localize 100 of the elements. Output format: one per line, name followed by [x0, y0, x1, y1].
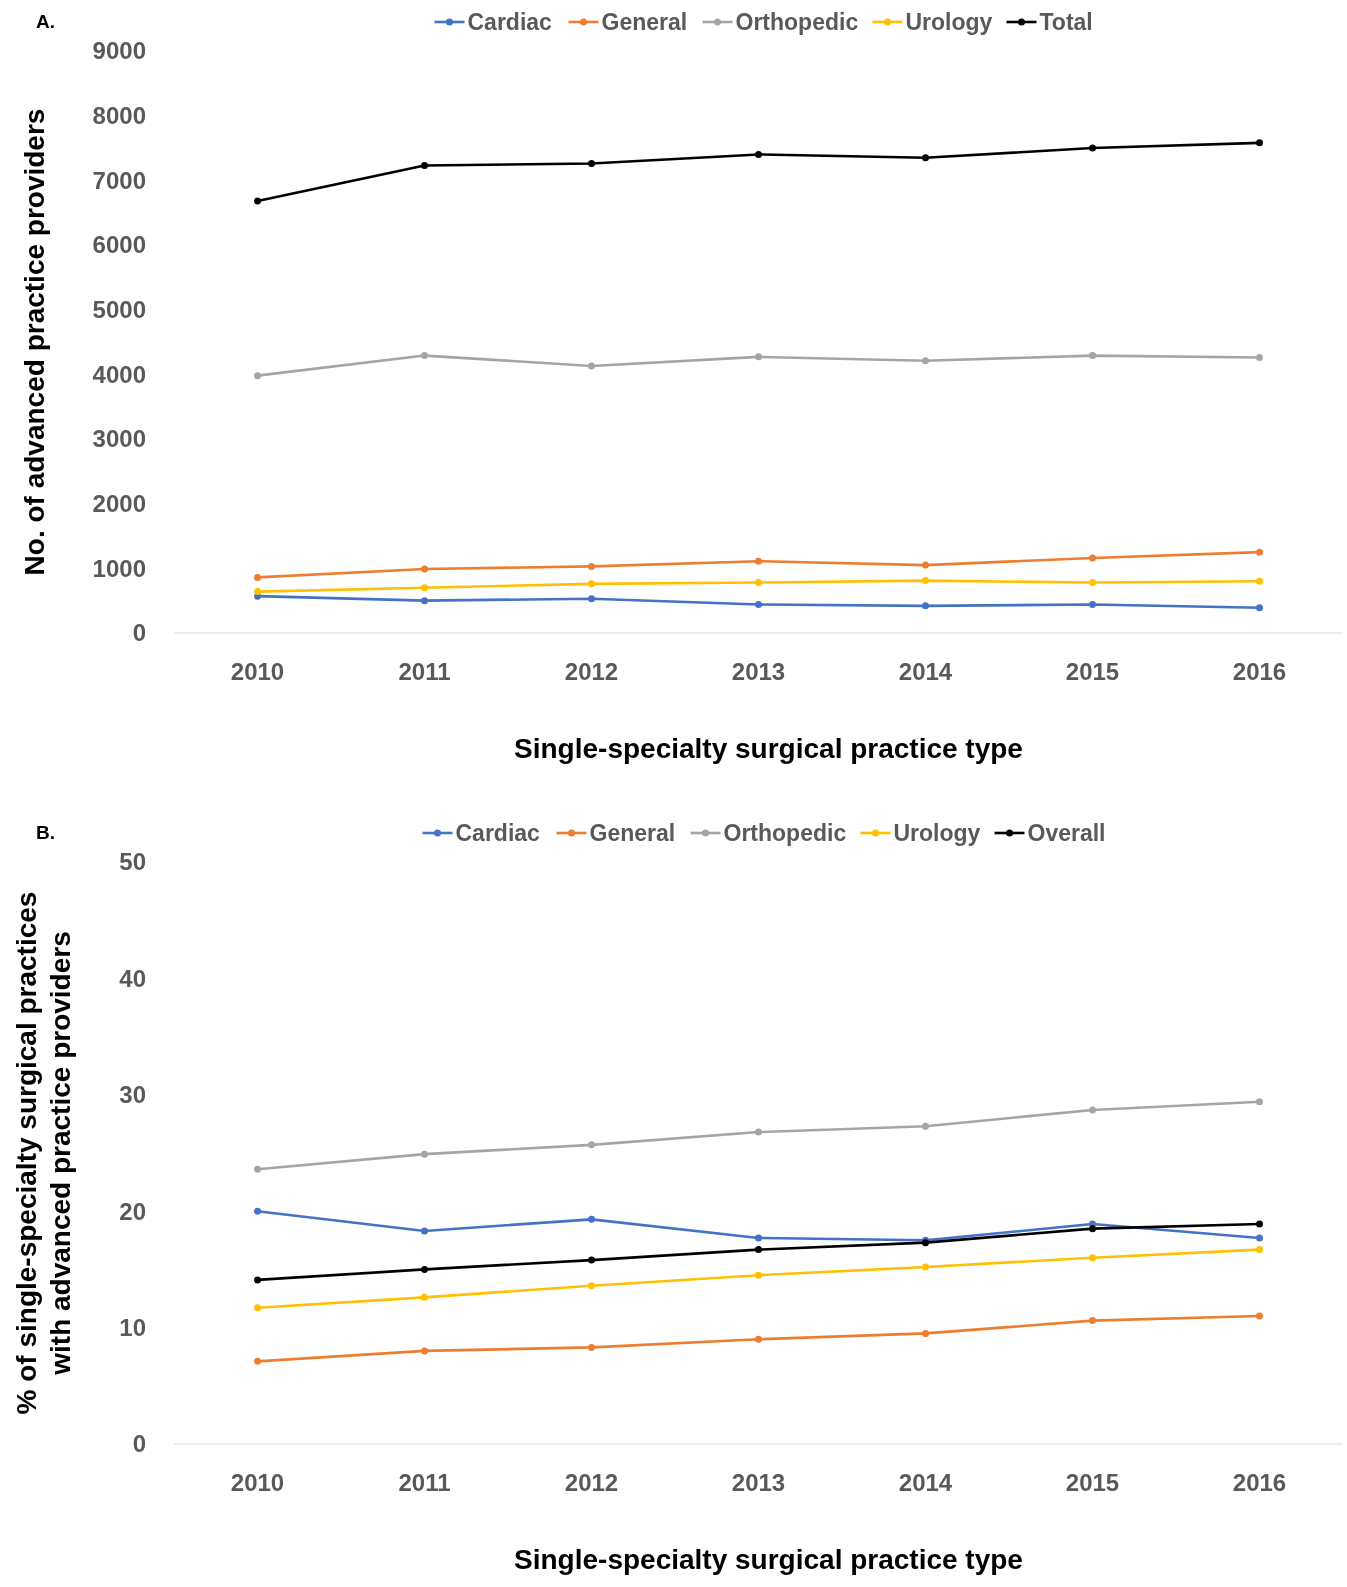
point: [254, 573, 261, 581]
legend-label: Cardiac: [467, 9, 553, 36]
point: [922, 602, 929, 610]
point: [254, 197, 261, 205]
legend-label: Orthopedic: [723, 820, 847, 847]
point: [1256, 577, 1263, 585]
point: [1089, 601, 1096, 609]
x-tick-label: 2011: [398, 658, 451, 685]
x-tick-label: 2012: [564, 658, 619, 685]
point: [421, 584, 428, 592]
x-tick-label: 2010: [230, 1469, 285, 1496]
point: [1089, 1254, 1096, 1262]
point: [1256, 548, 1263, 556]
x-tick-label: 2015: [1065, 658, 1120, 685]
point: [1256, 1234, 1263, 1242]
point: [1256, 354, 1263, 362]
point: [421, 1227, 428, 1235]
y-tick-label: 6000: [92, 231, 146, 259]
legend-label: Urology: [893, 820, 981, 847]
x-axis-title: Single-specialty surgical practice type: [514, 1544, 1023, 1575]
y-tick-label: 30: [119, 1081, 146, 1109]
y-tick-label: 1000: [92, 554, 146, 582]
point: [254, 1165, 261, 1173]
point: [588, 1256, 595, 1264]
point: [755, 150, 762, 158]
x-tick-label: 2016: [1232, 1469, 1287, 1496]
point: [755, 1246, 762, 1254]
legend-label: General: [589, 820, 676, 847]
y-tick-label: 20: [119, 1197, 146, 1225]
point: [922, 577, 929, 585]
point: [588, 160, 595, 168]
point: [922, 357, 929, 365]
point: [1256, 604, 1263, 612]
y-tick-label: 9000: [92, 37, 146, 65]
point: [755, 579, 762, 587]
y-tick-label: 4000: [92, 360, 146, 388]
legend-label: General: [601, 9, 688, 36]
y-tick-label: 0: [132, 1430, 146, 1458]
point: [922, 1329, 929, 1337]
chart-title: A.: [36, 11, 55, 32]
y-tick-label: 8000: [92, 102, 146, 130]
point: [755, 1234, 762, 1242]
point: [254, 1207, 261, 1215]
point: [1256, 1098, 1263, 1106]
point: [755, 353, 762, 361]
point: [755, 557, 762, 565]
point: [755, 1335, 762, 1343]
point: [421, 1150, 428, 1158]
legend-label: Orthopedic: [735, 9, 859, 36]
y-tick-label: 40: [119, 964, 146, 992]
point: [421, 1293, 428, 1301]
point: [1089, 554, 1096, 562]
y-tick-label: 5000: [92, 296, 146, 324]
point: [421, 161, 428, 169]
point: [588, 1141, 595, 1149]
x-tick-label: 2013: [731, 658, 786, 685]
point: [421, 565, 428, 573]
point: [254, 1357, 261, 1365]
point: [1089, 352, 1096, 360]
point: [588, 362, 595, 370]
point: [588, 595, 595, 603]
chart-title: B.: [36, 822, 55, 843]
point: [254, 372, 261, 380]
y-axis-title: No. of advanced practice providers: [19, 108, 50, 576]
point: [922, 154, 929, 162]
legend-label: Urology: [905, 9, 993, 36]
y-tick-label: 0: [132, 619, 146, 647]
point: [421, 1347, 428, 1355]
point: [421, 1265, 428, 1273]
x-tick-label: 2011: [398, 1469, 451, 1496]
point: [1256, 1246, 1263, 1254]
x-tick-label: 2012: [564, 1469, 619, 1496]
point: [1256, 1220, 1263, 1228]
point: [1089, 579, 1096, 587]
point: [588, 562, 595, 570]
point: [1256, 139, 1263, 147]
point: [755, 1128, 762, 1136]
y-tick-label: 7000: [92, 166, 146, 194]
x-tick-label: 2014: [898, 1469, 953, 1496]
point: [254, 1276, 261, 1284]
point: [421, 597, 428, 605]
y-tick-label: 10: [119, 1314, 146, 1341]
point: [588, 1343, 595, 1351]
point: [1089, 1106, 1096, 1114]
point: [254, 1304, 261, 1312]
y-tick-label: 50: [119, 848, 146, 876]
legend-label: Total: [1039, 9, 1093, 36]
point: [922, 1122, 929, 1130]
point: [1256, 1312, 1263, 1320]
y-tick-label: 2000: [92, 490, 146, 518]
point: [588, 1282, 595, 1290]
legend-label: Overall: [1027, 820, 1106, 847]
point: [421, 352, 428, 360]
point: [588, 580, 595, 588]
point: [755, 1271, 762, 1279]
x-tick-label: 2016: [1232, 658, 1287, 685]
y-axis-title: % of single-specialty surgical practices with advanced practice providers: [11, 891, 76, 1415]
legend-label: Cardiac: [455, 820, 541, 847]
point: [588, 1215, 595, 1223]
point: [922, 1263, 929, 1271]
